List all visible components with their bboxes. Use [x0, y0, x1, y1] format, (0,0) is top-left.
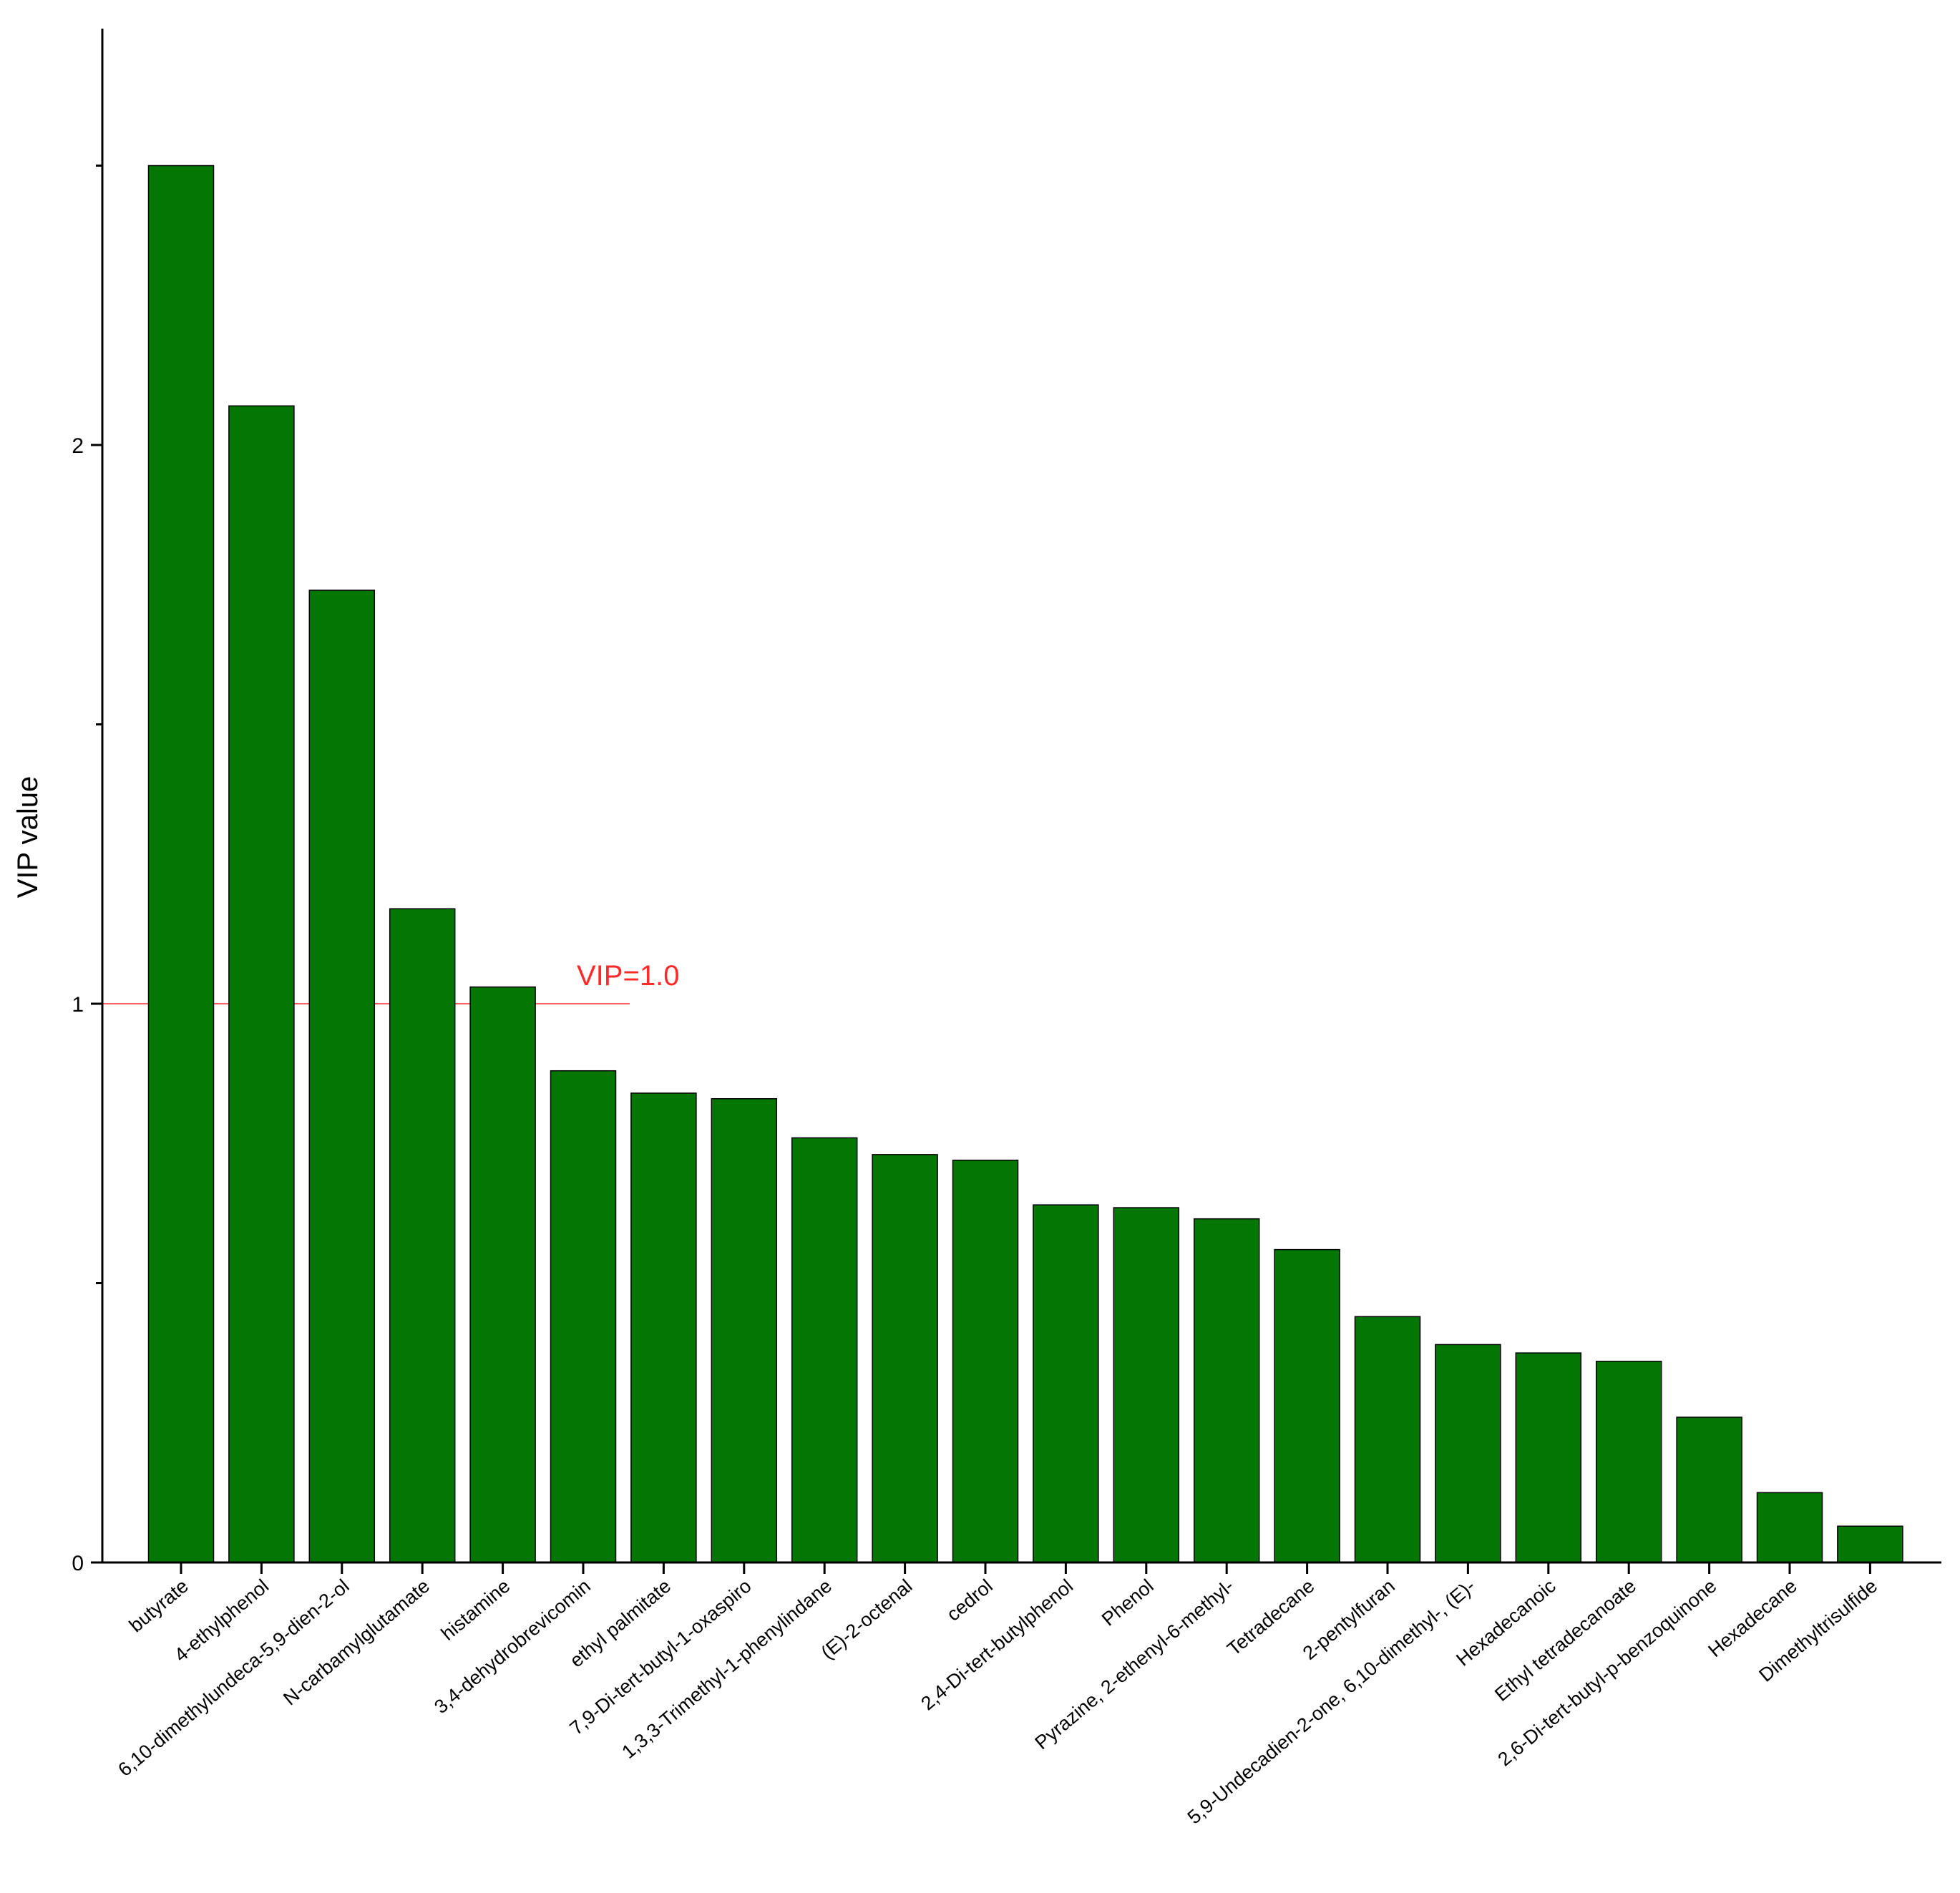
- y-tick-label-1: 1: [72, 993, 84, 1017]
- x-tick-label-17: 5,9-Undecadien-2-one, 6,10-dimethyl-, (E…: [1184, 1575, 1480, 1829]
- x-ticks-group: [180, 1562, 1871, 1574]
- x-tick-label-1: butyrate: [125, 1575, 192, 1637]
- bar-17: [1435, 1344, 1501, 1563]
- bar-19: [1595, 1361, 1662, 1563]
- bar-20: [1676, 1417, 1742, 1563]
- bar-5: [469, 986, 536, 1563]
- y-tick-label-2: 2: [72, 434, 84, 458]
- bar-2: [228, 405, 295, 1563]
- bar-6: [550, 1070, 617, 1563]
- y-tick-label-0: 0: [72, 1552, 84, 1575]
- bar-18: [1515, 1352, 1582, 1563]
- x-tick-label-4: N-carbamylglutamate: [279, 1575, 434, 1710]
- y-ticks-group: 0 1 2: [72, 165, 102, 1575]
- x-tick-label-11: cedrol: [942, 1575, 997, 1625]
- x-tick-label-19: Ethyl tetradecanoate: [1491, 1575, 1640, 1706]
- y-axis-title: VIP value: [12, 776, 44, 899]
- reference-line-label: VIP=1.0: [577, 960, 679, 992]
- bars-group: [147, 165, 1903, 1563]
- bar-16: [1354, 1316, 1421, 1563]
- x-labels-group: butyrate4-ethylphenol6,10-dimethylundeca…: [114, 1575, 1881, 1829]
- bar-8: [711, 1098, 778, 1563]
- bar-14: [1193, 1218, 1260, 1563]
- x-tick-label-6: 3,4-dehydrobrevicomin: [430, 1575, 595, 1718]
- bar-21: [1756, 1492, 1823, 1563]
- bar-9: [791, 1137, 858, 1563]
- bar-13: [1113, 1207, 1180, 1563]
- bar-10: [872, 1154, 938, 1563]
- bar-7: [630, 1092, 697, 1563]
- bar-12: [1033, 1204, 1099, 1563]
- bar-11: [952, 1159, 1019, 1563]
- bar-3: [308, 590, 376, 1563]
- bar-22: [1837, 1525, 1903, 1563]
- bar-1: [147, 165, 215, 1563]
- x-tick-label-12: 2,4-Di-tert-butylphenol: [917, 1575, 1077, 1715]
- bar-4: [389, 908, 456, 1563]
- x-tick-label-13: Phenol: [1098, 1575, 1158, 1630]
- bar-15: [1274, 1248, 1340, 1563]
- x-tick-label-5: histamine: [437, 1575, 515, 1645]
